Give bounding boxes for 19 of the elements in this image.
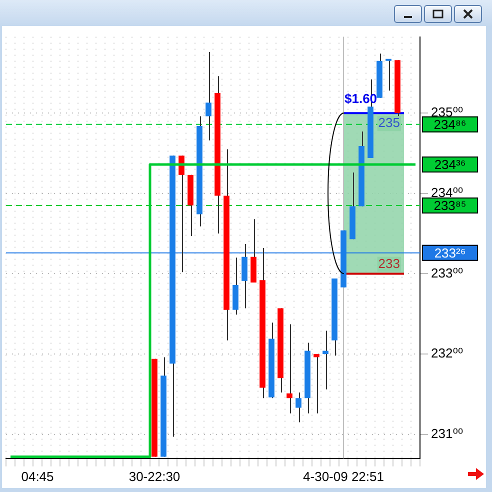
candlestick: [386, 58, 392, 92]
candlestick: [286, 324, 292, 414]
annotation: 235: [378, 115, 400, 130]
candlestick: [322, 330, 328, 390]
y-tick-label: 234⁰⁰: [431, 184, 464, 200]
candlestick: [296, 392, 302, 423]
y-tick-label: 231⁰⁰: [431, 426, 464, 441]
candlestick: [314, 354, 320, 414]
x-tick-label: 4-30-09 22:51: [303, 468, 384, 484]
ref-line-label: 233⁸⁵: [434, 198, 466, 214]
annotation: 233: [378, 256, 400, 271]
y-tick-label: 233⁰⁰: [431, 265, 464, 280]
candlestick: [178, 155, 184, 273]
ref-line-label: 233²⁶: [434, 245, 466, 260]
data-label: 234³⁶: [434, 157, 466, 172]
y-tick-label: 232⁰⁰: [431, 346, 464, 361]
x-tick-label: 04:45: [21, 468, 54, 484]
candlestick: [206, 52, 212, 141]
x-tick-label: 30-22:30: [128, 468, 180, 484]
